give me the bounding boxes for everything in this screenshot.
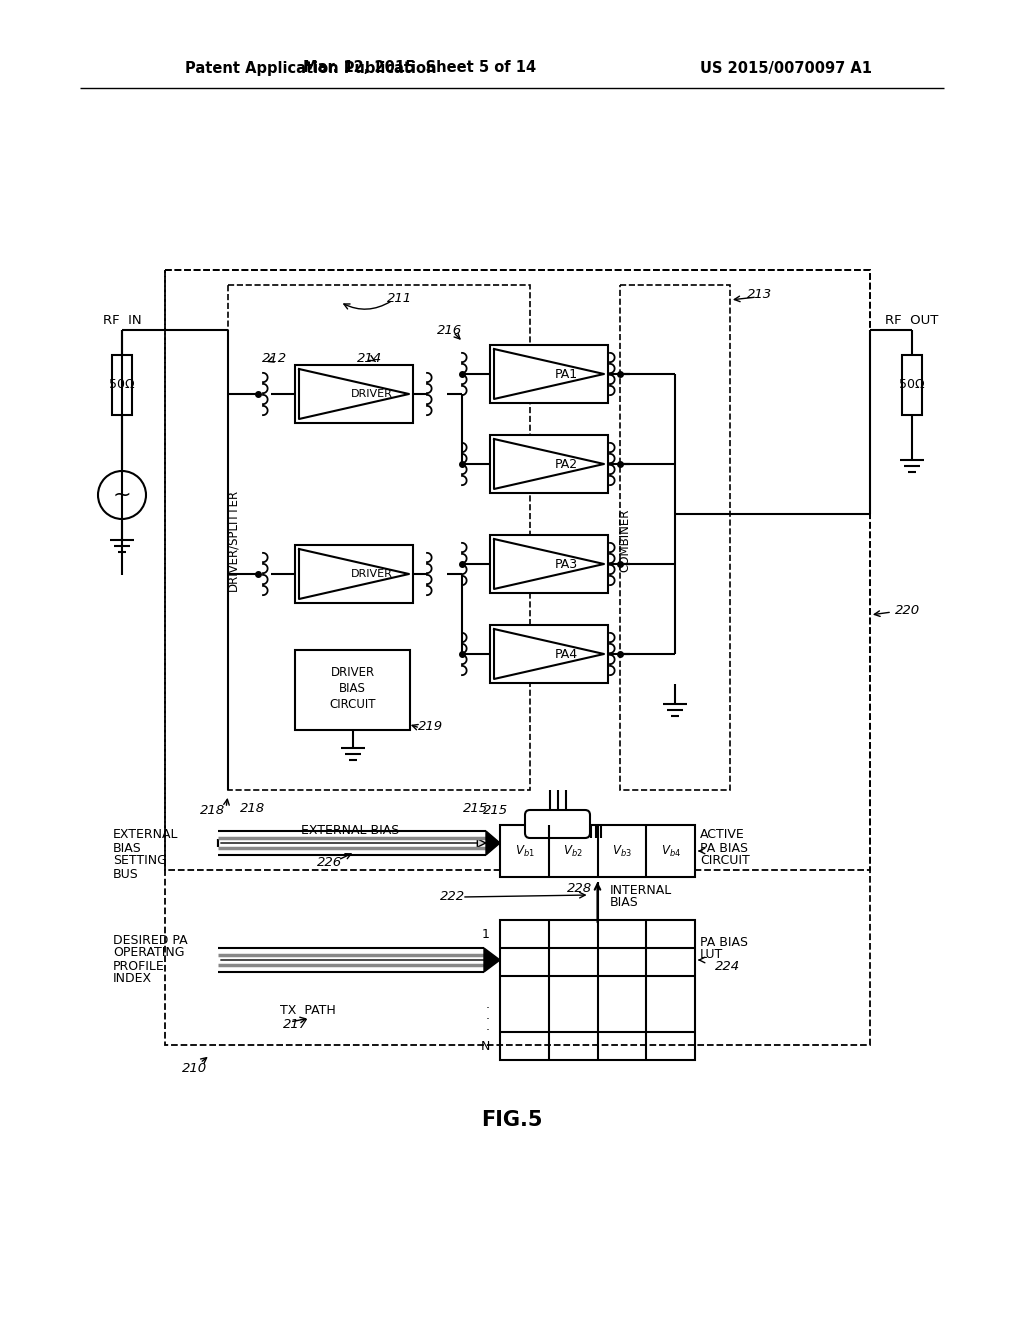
Text: ~: ~ — [113, 484, 131, 506]
Polygon shape — [484, 948, 500, 972]
Bar — [112, 355, 132, 414]
Text: 211: 211 — [387, 292, 413, 305]
Text: 50Ω: 50Ω — [899, 379, 925, 392]
Text: PA4: PA4 — [555, 648, 579, 660]
Text: 220: 220 — [895, 603, 921, 616]
Text: RF  OUT: RF OUT — [886, 314, 939, 326]
Bar — [500, 920, 695, 1060]
Text: BIAS: BIAS — [113, 842, 141, 854]
Text: 215: 215 — [463, 801, 488, 814]
Bar — [165, 271, 870, 870]
Polygon shape — [494, 440, 604, 488]
Text: $V_{b3}$: $V_{b3}$ — [612, 843, 632, 858]
Bar — [902, 355, 922, 414]
Text: PROFILE: PROFILE — [113, 960, 165, 973]
Text: FIG.5: FIG.5 — [481, 1110, 543, 1130]
Text: Mar. 12, 2015  Sheet 5 of 14: Mar. 12, 2015 Sheet 5 of 14 — [303, 61, 537, 75]
Text: 228: 228 — [567, 883, 593, 895]
Polygon shape — [299, 549, 409, 599]
Text: .: . — [486, 1008, 490, 1022]
Text: INTERNAL: INTERNAL — [609, 884, 672, 898]
Text: CIRCUIT: CIRCUIT — [700, 854, 750, 867]
Text: SETTING: SETTING — [113, 854, 167, 867]
Text: BUS: BUS — [113, 867, 138, 880]
Bar — [490, 436, 608, 492]
Text: COMBINER: COMBINER — [618, 508, 632, 572]
Text: 1: 1 — [482, 928, 490, 940]
Text: DRIVER: DRIVER — [331, 665, 375, 678]
Text: .: . — [486, 1020, 490, 1034]
Text: EXTERNAL BIAS: EXTERNAL BIAS — [301, 824, 399, 837]
Text: .: . — [596, 1014, 599, 1027]
Text: 2: 2 — [482, 956, 490, 969]
Text: .: . — [596, 1006, 599, 1019]
Polygon shape — [494, 348, 604, 399]
Text: ACTIVE: ACTIVE — [700, 829, 744, 842]
Text: 218: 218 — [200, 804, 225, 817]
Bar — [620, 285, 730, 789]
Text: RF  IN: RF IN — [102, 314, 141, 326]
Text: US 2015/0070097 A1: US 2015/0070097 A1 — [700, 61, 872, 75]
Text: EXTERNAL: EXTERNAL — [113, 829, 178, 842]
Bar — [490, 345, 608, 403]
Text: 213: 213 — [748, 289, 772, 301]
Text: CIRCUIT: CIRCUIT — [330, 697, 376, 710]
FancyBboxPatch shape — [525, 810, 590, 838]
Text: .: . — [486, 998, 490, 1011]
Text: LUT: LUT — [700, 949, 723, 961]
Text: BIAS: BIAS — [339, 681, 366, 694]
Text: 212: 212 — [262, 351, 288, 364]
Text: N: N — [480, 1040, 490, 1052]
Text: PA BIAS: PA BIAS — [700, 842, 748, 854]
Text: 215: 215 — [483, 804, 508, 817]
Text: 222: 222 — [440, 891, 465, 903]
Text: PA BIAS: PA BIAS — [700, 936, 748, 949]
Bar — [228, 285, 530, 789]
Text: Patent Application Publication: Patent Application Publication — [185, 61, 436, 75]
Bar — [295, 366, 413, 422]
Text: 219: 219 — [418, 719, 443, 733]
Text: .: . — [596, 998, 599, 1011]
Text: DESIRED PA: DESIRED PA — [113, 933, 187, 946]
Text: INDEX: INDEX — [113, 973, 153, 986]
Text: BIAS: BIAS — [609, 896, 638, 909]
Polygon shape — [494, 539, 604, 589]
Polygon shape — [486, 832, 500, 855]
Text: PA1: PA1 — [555, 367, 579, 380]
Bar — [295, 649, 410, 730]
Text: 226: 226 — [317, 855, 343, 869]
Bar — [490, 535, 608, 593]
Bar — [165, 271, 870, 1045]
Text: 224: 224 — [715, 961, 740, 974]
Polygon shape — [494, 630, 604, 678]
Text: DRIVER: DRIVER — [351, 389, 392, 399]
Text: $V_{b4}$: $V_{b4}$ — [660, 843, 681, 858]
Bar — [490, 624, 608, 682]
Text: 218: 218 — [240, 801, 265, 814]
Bar — [500, 825, 695, 876]
Bar — [295, 545, 413, 603]
Text: DRIVER/SPLITTER: DRIVER/SPLITTER — [226, 488, 240, 591]
Text: OPERATING: OPERATING — [113, 946, 184, 960]
Text: $V_{b2}$: $V_{b2}$ — [563, 843, 583, 858]
Text: $V_{b1}$: $V_{b1}$ — [514, 843, 535, 858]
Text: 214: 214 — [357, 351, 383, 364]
Text: 216: 216 — [437, 323, 463, 337]
Text: 210: 210 — [182, 1061, 208, 1074]
Text: PA3: PA3 — [555, 557, 579, 570]
Polygon shape — [299, 370, 409, 418]
Text: TX  PATH: TX PATH — [280, 1003, 336, 1016]
Text: PA2: PA2 — [555, 458, 579, 470]
Text: 50Ω: 50Ω — [110, 379, 135, 392]
Text: DRIVER: DRIVER — [351, 569, 392, 579]
Text: 217: 217 — [283, 1019, 308, 1031]
